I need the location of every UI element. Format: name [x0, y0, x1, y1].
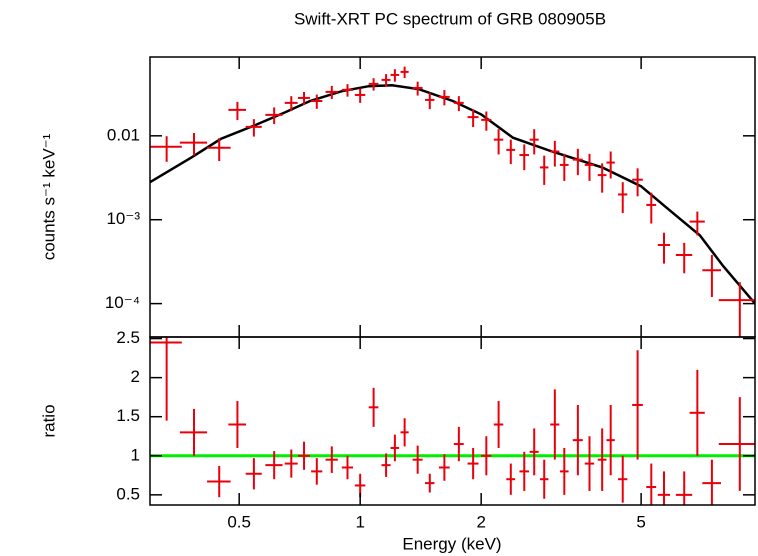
panel [150, 337, 755, 505]
y-tick-label: 2 [131, 367, 140, 386]
y-tick-label: 10⁻³ [106, 209, 140, 228]
y-tick-label: 1.5 [116, 406, 140, 425]
y-tick-label: 0.01 [107, 125, 140, 144]
x-axis-label: Energy (keV) [402, 534, 501, 553]
chart-title: Swift-XRT PC spectrum of GRB 080905B [294, 9, 606, 28]
plot-layer: 0.01 10⁻³ 10⁻⁴ 0.5 1 1.5 2 2.5 0.5 1 2 5 [105, 56, 756, 531]
y-tick-label: 2.5 [116, 328, 140, 347]
y-axis-label: counts s⁻¹ keV⁻¹ [39, 133, 58, 260]
y-axis-label: ratio [39, 404, 58, 437]
x-tick-label: 2 [476, 512, 485, 531]
x-tick-label: 1 [355, 512, 364, 531]
y-tick-label: 10⁻⁴ [105, 293, 140, 312]
plot-frame [149, 336, 756, 506]
plot-frame [149, 56, 756, 338]
model-line [150, 84, 755, 305]
y-tick-label: 1 [131, 445, 140, 464]
y-tick-label: 0.5 [116, 484, 140, 503]
panel [150, 66, 755, 337]
x-tick-label: 5 [636, 512, 645, 531]
x-tick-label: 0.5 [227, 512, 251, 531]
